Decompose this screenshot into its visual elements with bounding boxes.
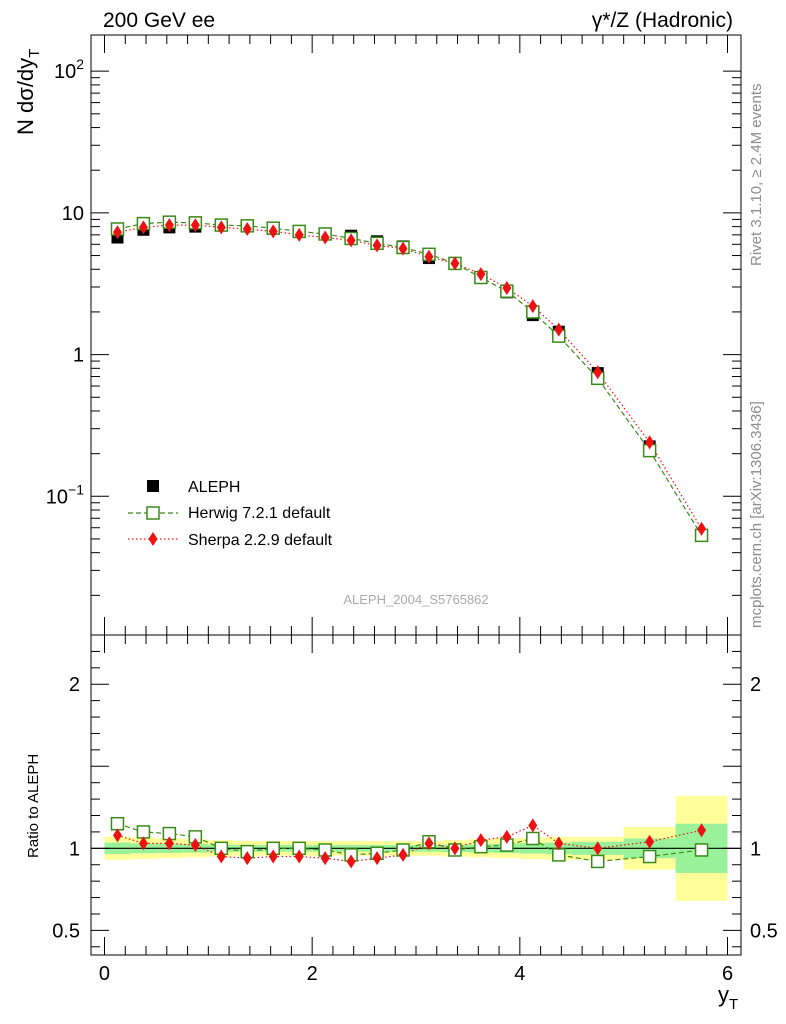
herwig-ratio-point: [136, 825, 151, 839]
herwig-ratio-point: [590, 854, 605, 869]
sherpa-point: [268, 224, 278, 239]
sherpa-point: [476, 267, 486, 282]
sherpa-ratio-point: [450, 841, 460, 856]
legend-label-aleph: ALEPH: [188, 479, 240, 496]
x-axis-label: yT: [718, 982, 738, 1013]
sherpa-point: [346, 233, 356, 248]
sherpa-point: [190, 218, 200, 233]
sherpa-ratio-point: [554, 836, 564, 851]
sherpa-ratio-point: [216, 849, 226, 864]
sherpa-ratio-point: [697, 823, 707, 838]
mcplots-label: mcplots.cern.ch [arXiv:1306.3436]: [748, 401, 765, 628]
header-process-label: γ*/Z (Hadronic): [592, 9, 733, 32]
ratio-y-tick-label-right: 1: [750, 838, 761, 860]
ratio-y-tick-label-right: 2: [750, 674, 761, 696]
sherpa-ratio-point: [346, 854, 356, 869]
sherpa-ratio-point: [645, 834, 655, 849]
herwig-ratio-point: [694, 843, 709, 857]
sherpa-ratio-point: [268, 849, 278, 864]
ratio-panel-marks: [110, 816, 709, 869]
sherpa-ratio-point: [528, 818, 538, 833]
sherpa-point: [294, 227, 304, 242]
ratio-y-tick-label: 1: [69, 838, 80, 860]
rivet-version-label: Rivet 3.1.10, ≥ 2.4M events: [748, 84, 765, 267]
herwig-ratio-point: [552, 848, 566, 862]
ratio-y-tick-label-right: 0.5: [750, 920, 778, 942]
sherpa-ratio-point: [476, 833, 486, 848]
ratio-y-axis-label: Ratio to ALEPH: [25, 754, 42, 858]
sherpa-ratio-point: [398, 847, 408, 862]
x-tick-label: 2: [307, 963, 318, 985]
sherpa-point: [216, 220, 226, 235]
sherpa-ratio-point: [164, 836, 174, 851]
main-y-tick-label: 10: [62, 203, 84, 225]
main-y-axis-label: N dσ/dyT: [13, 49, 43, 135]
sherpa-point: [450, 256, 460, 271]
legend-label-sherpa: Sherpa 2.2.9 default: [188, 532, 333, 549]
legend: ALEPH Herwig 7.2.1 default Sherpa 2.2.9 …: [128, 479, 333, 549]
main-y-tick-label: 10−1: [46, 481, 84, 508]
sherpa-point: [645, 435, 655, 450]
x-tick-label: 0: [99, 963, 110, 985]
sherpa-ratio-point: [112, 828, 122, 843]
sherpa-point: [502, 281, 512, 296]
sherpa-ratio-line: [117, 824, 702, 863]
herwig-line: [117, 221, 703, 536]
x-tick-label: 6: [722, 963, 733, 985]
sherpa-ratio-point: [138, 836, 148, 851]
legend-marker-aleph: [147, 480, 159, 492]
sherpa-ratio-point: [593, 841, 603, 856]
sherpa-point: [593, 365, 603, 380]
sherpa-ratio-point: [424, 836, 434, 851]
sherpa-point: [424, 249, 434, 264]
sherpa-ratio-point: [242, 851, 252, 866]
herwig-ratio-point: [642, 849, 657, 864]
x-tick-label: 4: [514, 963, 525, 985]
sherpa-point: [242, 221, 252, 236]
sherpa-point: [164, 218, 174, 233]
axes: 10−1 1 10 102 0 2 4 6 0.5 0.5 1 1 2 2: [46, 34, 778, 985]
sherpa-point: [372, 238, 382, 253]
sherpa-point: [112, 225, 122, 240]
legend-marker-sherpa: [148, 532, 158, 546]
sherpa-ratio-point: [294, 849, 304, 864]
ratio-panel-frame: [90, 634, 742, 956]
sherpa-point: [697, 521, 707, 536]
herwig-ratio-point: [526, 831, 540, 846]
main-panel-marks: [110, 215, 709, 543]
sherpa-ratio-point: [372, 851, 382, 866]
sherpa-point: [398, 241, 408, 256]
ratio-y-tick-label: 0.5: [52, 920, 80, 942]
main-y-tick-label: 102: [54, 56, 84, 83]
legend-marker-herwig: [146, 506, 160, 520]
ratio-y-tick-label: 2: [69, 674, 80, 696]
header-energy-label: 200 GeV ee: [103, 9, 215, 32]
sherpa-ratio-point: [190, 838, 200, 853]
sherpa-point: [554, 322, 564, 337]
sherpa-point: [528, 299, 538, 314]
sherpa-ratio-point: [320, 851, 330, 866]
legend-label-herwig: Herwig 7.2.1 default: [188, 505, 331, 522]
main-y-tick-label: 1: [73, 345, 84, 367]
sherpa-point: [138, 220, 148, 235]
sherpa-point: [320, 230, 330, 245]
sherpa-ratio-point: [502, 829, 512, 844]
analysis-watermark: ALEPH_2004_S5765862: [343, 592, 488, 607]
ratio-uncertainty-bands: [91, 795, 741, 901]
herwig-ratio-point: [110, 816, 125, 831]
